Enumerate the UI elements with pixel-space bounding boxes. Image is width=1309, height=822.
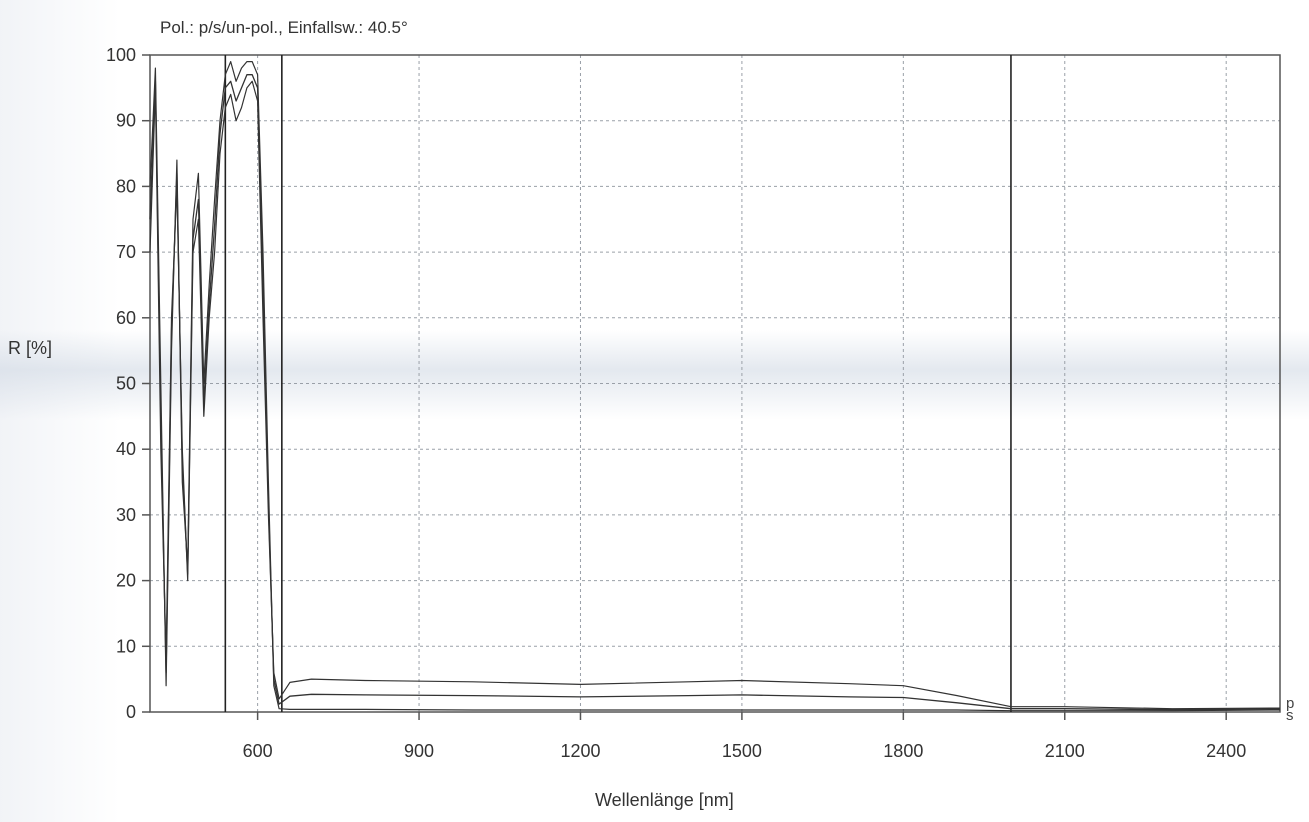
y-tick-label: 20 bbox=[116, 571, 136, 591]
y-tick-label: 0 bbox=[126, 702, 136, 722]
series-end-label: p bbox=[1286, 695, 1294, 712]
series-end-label: s bbox=[1286, 707, 1294, 724]
series-line-p bbox=[149, 80, 1281, 710]
x-tick-label: 2400 bbox=[1206, 741, 1246, 761]
y-tick-label: 50 bbox=[116, 374, 136, 394]
series-line-unpol bbox=[149, 74, 1281, 711]
x-tick-label: 1200 bbox=[560, 741, 600, 761]
y-tick-label: 90 bbox=[116, 111, 136, 131]
y-tick-label: 80 bbox=[116, 176, 136, 196]
x-tick-label: 600 bbox=[243, 741, 273, 761]
y-tick-label: 70 bbox=[116, 242, 136, 262]
y-tick-label: 40 bbox=[116, 439, 136, 459]
y-axis-label: R [%] bbox=[8, 338, 53, 358]
y-tick-label: 60 bbox=[116, 308, 136, 328]
y-tick-label: 10 bbox=[116, 636, 136, 656]
x-tick-label: 2100 bbox=[1045, 741, 1085, 761]
series-line-s bbox=[149, 61, 1281, 712]
x-tick-label: 900 bbox=[404, 741, 434, 761]
y-tick-label: 30 bbox=[116, 505, 136, 525]
x-axis-label: Wellenlänge [nm] bbox=[595, 790, 734, 810]
x-tick-label: 1500 bbox=[722, 741, 762, 761]
chart-title: Pol.: p/s/un-pol., Einfallsw.: 40.5° bbox=[160, 18, 408, 37]
x-tick-label: 1800 bbox=[883, 741, 923, 761]
y-tick-label: 100 bbox=[106, 45, 136, 65]
